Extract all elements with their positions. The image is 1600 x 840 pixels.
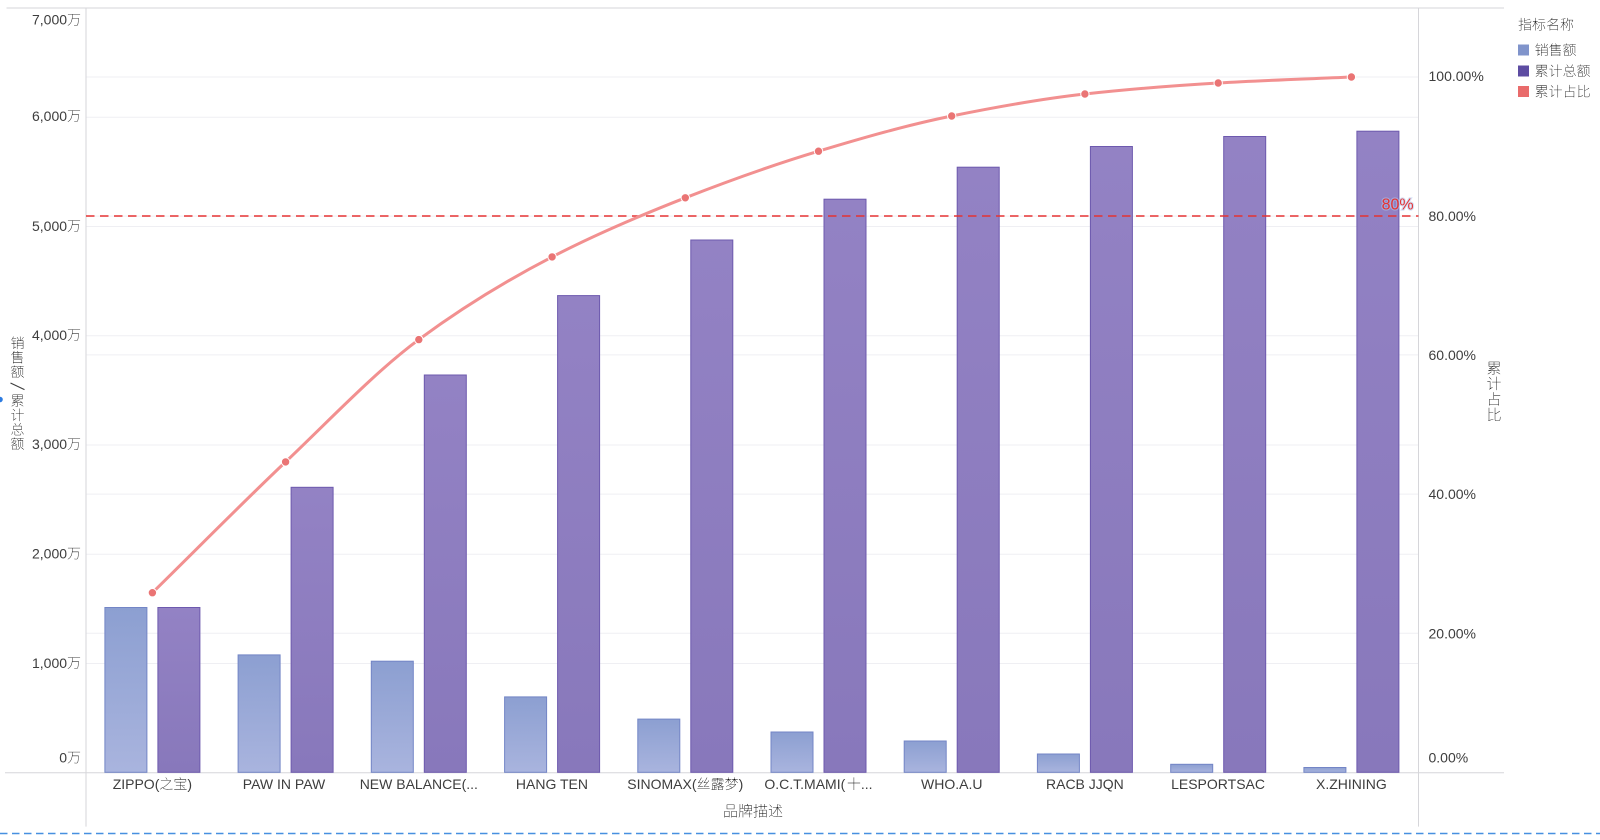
- svg-text:NEW BALANCE(...: NEW BALANCE(...: [360, 776, 478, 792]
- svg-text:3,000: 3,000: [32, 436, 67, 452]
- svg-text:PAW IN PAW: PAW IN PAW: [243, 776, 326, 792]
- svg-text:100.00%: 100.00%: [1429, 68, 1484, 84]
- svg-text:60.00%: 60.00%: [1429, 347, 1476, 363]
- svg-text:RACB JJQN: RACB JJQN: [1046, 776, 1124, 792]
- svg-text:...: ...: [861, 776, 873, 792]
- svg-text:80%: 80%: [1382, 196, 1414, 213]
- svg-text:): ): [739, 776, 744, 792]
- svg-text:5,000: 5,000: [32, 218, 67, 234]
- svg-text:6,000: 6,000: [32, 108, 67, 124]
- svg-text:20.00%: 20.00%: [1429, 625, 1476, 641]
- svg-text:80.00%: 80.00%: [1429, 208, 1476, 224]
- svg-text:1,000: 1,000: [32, 655, 67, 671]
- svg-text:WHO.A.U: WHO.A.U: [921, 776, 982, 792]
- svg-text:0: 0: [59, 749, 67, 765]
- svg-text:LESPORTSAC: LESPORTSAC: [1171, 776, 1265, 792]
- svg-text:SINOMAX(: SINOMAX(: [627, 776, 697, 792]
- svg-text:X.ZHINING: X.ZHINING: [1316, 776, 1387, 792]
- svg-text:4,000: 4,000: [32, 327, 67, 343]
- svg-text:O.C.T.MAMI(: O.C.T.MAMI(: [764, 776, 845, 792]
- svg-text:HANG TEN: HANG TEN: [516, 776, 588, 792]
- svg-text:ZIPPO(: ZIPPO(: [113, 776, 160, 792]
- svg-text:7,000: 7,000: [32, 12, 67, 28]
- svg-text:40.00%: 40.00%: [1429, 486, 1476, 502]
- svg-text:2,000: 2,000: [32, 545, 67, 561]
- svg-text:0.00%: 0.00%: [1429, 749, 1469, 765]
- svg-text:): ): [187, 776, 192, 792]
